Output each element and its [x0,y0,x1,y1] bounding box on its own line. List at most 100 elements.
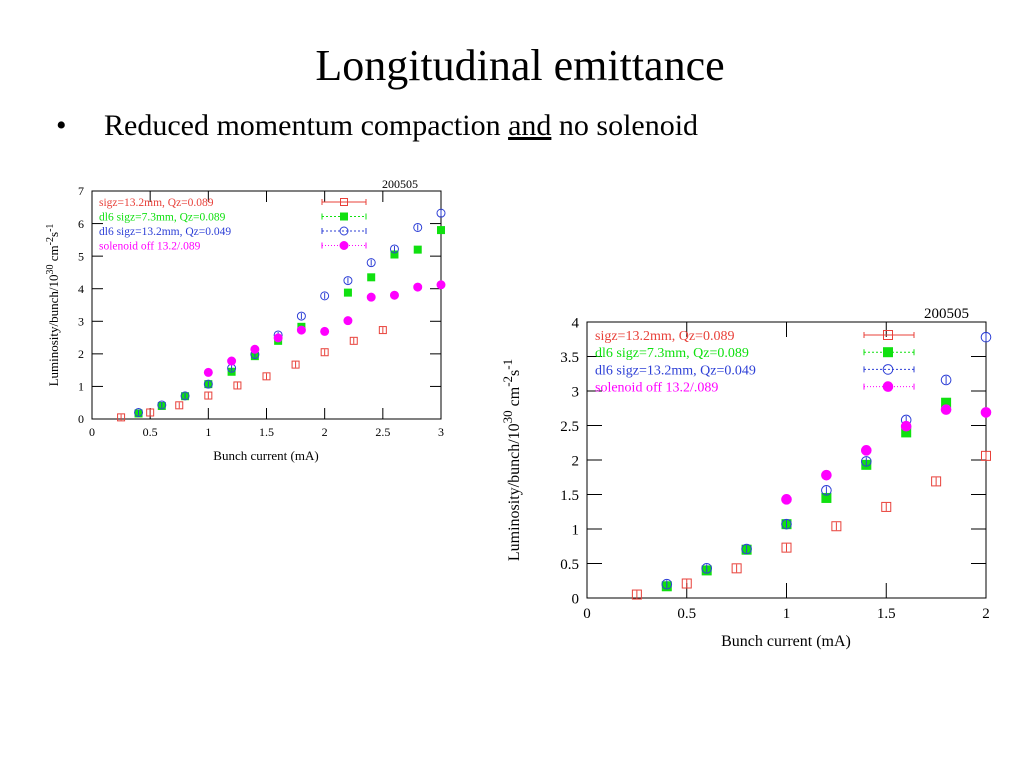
y-axis-label-part: Luminosity/bunch/10 [46,274,61,386]
data-point [227,356,237,366]
data-point [861,445,872,456]
legend-marker [340,212,348,221]
data-point [146,408,155,417]
y-tick-label: 6 [78,217,84,231]
x-tick-label: 2.5 [375,425,390,439]
bullet-text-post: no solenoid [551,109,699,142]
x-tick-label: 2 [982,606,990,622]
y-tick-label: 3.5 [560,350,579,366]
bullet-text-pre: Reduced momentum compaction [104,109,509,142]
data-point [203,379,213,389]
data-point [436,208,446,218]
legend-label: dl6 sigz=13.2mm, Qz=0.049 [99,226,231,238]
data-point [861,456,872,467]
bullet-marker: • [56,109,67,142]
data-point [366,258,376,268]
legend-label: solenoid off 13.2/.089 [595,381,718,396]
data-point [881,501,892,512]
y-axis-label: Luminosity/bunch/1030 cm-2s-1 [500,359,524,561]
y-tick-label: 2 [572,453,580,469]
legend-label: sigz=13.2mm, Qz=0.089 [99,197,214,209]
y-tick-label: 0 [78,412,84,426]
x-tick-label: 0.5 [677,606,696,622]
series-1 [631,450,991,600]
series-1 [117,326,387,422]
data-point [741,543,752,555]
data-point [831,521,842,532]
data-point [781,518,792,530]
data-point [233,381,242,390]
chart-title: 200505 [382,177,418,191]
data-point [940,404,952,415]
data-point [980,407,992,418]
bullet-text: Reduced momentum compaction and no solen… [104,106,698,146]
y-axis-label-part: Luminosity/bunch/10 [506,423,523,561]
x-axis-label: Bunch current (mA) [213,448,318,463]
data-point [900,420,912,432]
legend-marker [883,347,893,358]
y-axis-label-superscript: -1 [45,224,56,232]
data-point [681,578,692,589]
x-tick-label: 0.5 [143,425,158,439]
y-axis-label-part: cm [46,245,61,264]
y-axis-label: Luminosity/bunch/1030 cm-2s-1 [45,224,62,387]
data-point [378,326,387,335]
y-tick-label: 4 [78,282,84,296]
x-tick-label: 2 [322,425,328,439]
y-tick-label: 1 [572,522,580,538]
data-point [343,276,353,286]
data-point [320,326,330,336]
legend-label: dl6 sigz=7.3mm, Qz=0.089 [595,346,749,361]
legend-label: dl6 sigz=13.2mm, Qz=0.049 [595,363,756,378]
data-point [343,316,353,326]
data-point [413,222,423,232]
y-axis-label-part: s [506,370,523,376]
legend-marker [882,381,894,392]
data-point [436,280,446,290]
series-4 [203,280,446,377]
x-tick-label: 1.5 [877,606,896,622]
data-point [273,333,283,343]
data-point [180,391,190,401]
data-point [117,413,126,422]
series-4 [781,404,992,505]
y-tick-label: 0.5 [560,557,579,573]
x-tick-label: 3 [438,425,444,439]
data-point [413,245,422,254]
y-tick-label: 2 [78,347,84,361]
y-tick-label: 4 [572,315,580,331]
x-tick-label: 1 [205,425,211,439]
y-tick-label: 2.5 [560,419,579,435]
y-axis-label-part: cm [506,386,523,410]
series-2 [134,226,445,418]
data-point [203,367,213,377]
y-axis-label-superscript: -1 [500,359,515,370]
y-tick-label: 7 [78,184,84,198]
y-axis-label-superscript: -2 [45,237,56,245]
data-point [821,485,832,496]
chart-2: 0 0.5 1 1.5 2 0 0.5 1 1.5 2 2.5 3 3.5 4 200505 Bunch cu… [500,306,992,650]
data-point [204,391,213,400]
y-axis-label-part: s [46,232,61,237]
data-point [931,476,942,487]
data-point [291,360,300,369]
x-tick-label: 0 [89,425,95,439]
y-tick-label: 3 [572,384,580,400]
bullet-text-underlined: and [508,109,552,142]
data-point [631,589,642,600]
legend-label: solenoid off 13.2/.089 [99,241,201,253]
data-point [343,288,352,297]
x-axis-label: Bunch current (mA) [721,633,851,650]
x-tick-label: 1 [783,606,791,622]
data-point [262,372,271,381]
chart-title: 200505 [924,306,969,322]
y-axis-label-superscript: 30 [45,264,56,274]
y-tick-label: 5 [78,249,84,263]
data-point [437,226,445,235]
data-point [175,401,184,410]
y-tick-label: 1 [78,380,84,394]
data-point [349,336,358,345]
y-axis-label-superscript: -2 [500,376,515,387]
data-point [320,291,330,301]
